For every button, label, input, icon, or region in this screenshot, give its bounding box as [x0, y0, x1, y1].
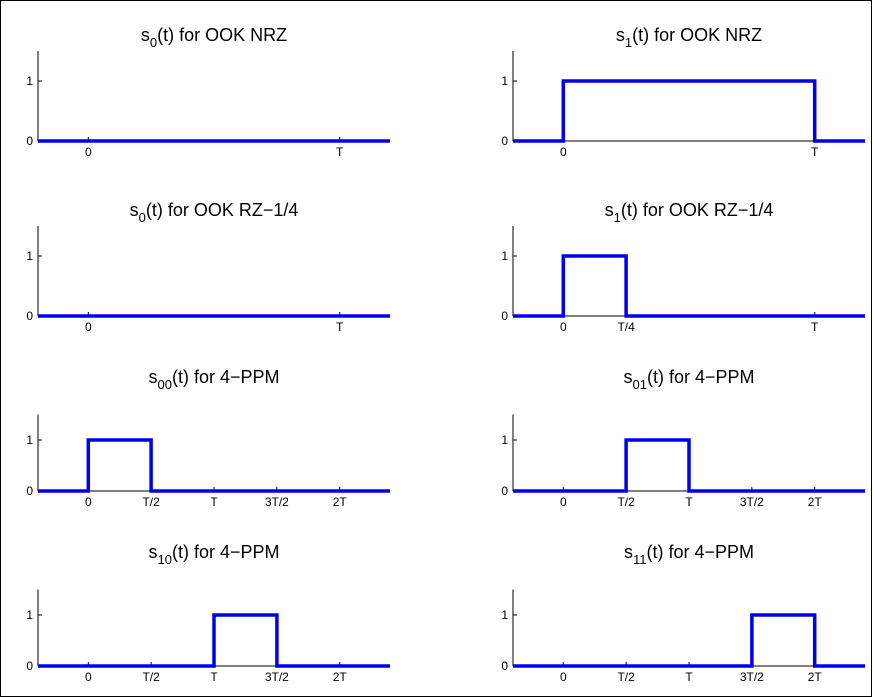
x-tick-label: 3T/2 [740, 495, 764, 509]
x-tick-label: 0 [85, 145, 92, 159]
x-tick-label: T/2 [617, 495, 635, 509]
title-subscript: 0 [139, 210, 146, 225]
chart-panel-8: s11(t) for 4−PPM 0 1 0 T/2 T 3T/2 2T [501, 542, 865, 684]
y-tick-label: 1 [501, 433, 508, 447]
x-tick-label: 0 [85, 670, 92, 684]
x-tick-label: 0 [560, 670, 567, 684]
x-tick-label: 0 [85, 495, 92, 509]
x-tick-label: T [336, 320, 344, 334]
x-tick-label: T/2 [142, 670, 160, 684]
chart-title: s00(t) for 4−PPM [149, 367, 280, 392]
title-rest: (t) for 4−PPM [647, 367, 755, 387]
signal-line [513, 438, 865, 493]
x-tick-label: 0 [85, 320, 92, 334]
signal-line [513, 613, 865, 668]
y-tick-label: 1 [26, 433, 33, 447]
x-tick-label: T [685, 495, 693, 509]
chart-title: s01(t) for 4−PPM [624, 367, 755, 392]
title-rest: (t) for 4−PPM [646, 542, 754, 562]
y-tick-label: 0 [501, 484, 508, 498]
x-tick-label: T [210, 495, 218, 509]
x-tick-label: 3T/2 [265, 670, 289, 684]
title-subscript: 10 [158, 552, 172, 567]
x-tick-label: T [685, 670, 693, 684]
title-subscript: 11 [633, 552, 647, 567]
y-tick-label: 0 [26, 134, 33, 148]
title-rest: (t) for OOK NRZ [157, 25, 287, 45]
y-tick-label: 1 [26, 74, 33, 88]
signal-line [38, 613, 390, 668]
title-subscript: 0 [150, 35, 157, 50]
x-tick-label: T [811, 320, 819, 334]
x-tick-label: 2T [333, 495, 348, 509]
x-tick-label: T/2 [617, 670, 635, 684]
title-subscript: 1 [625, 35, 632, 50]
title-rest: (t) for OOK RZ−1/4 [621, 200, 774, 220]
chart-title: s1(t) for OOK NRZ [616, 25, 762, 50]
x-tick-label: 0 [560, 145, 567, 159]
chart-title: s1(t) for OOK RZ−1/4 [605, 200, 774, 225]
x-tick-label: T [210, 670, 218, 684]
signal-line [38, 438, 390, 493]
x-tick-label: 2T [333, 670, 348, 684]
x-tick-label: 3T/2 [265, 495, 289, 509]
x-tick-label: T/4 [617, 320, 635, 334]
y-tick-label: 1 [26, 249, 33, 263]
chart-title: s0(t) for OOK NRZ [141, 25, 287, 50]
title-subscript: 01 [633, 377, 647, 392]
x-tick-label: T [811, 145, 819, 159]
title-subscript: 00 [158, 377, 172, 392]
title-main: s [616, 25, 625, 45]
chart-title: s11(t) for 4−PPM [624, 542, 754, 567]
x-tick-label: T/2 [142, 495, 160, 509]
title-main: s [130, 200, 139, 220]
chart-panel-5: s00(t) for 4−PPM 0 1 0 T/2 T 3T/2 2T [26, 367, 390, 509]
y-tick-label: 0 [26, 659, 33, 673]
y-tick-label: 0 [26, 484, 33, 498]
x-tick-label: 2T [808, 495, 823, 509]
title-main: s [149, 367, 158, 387]
x-tick-label: T [336, 145, 344, 159]
signal-line [513, 79, 865, 143]
x-tick-label: 3T/2 [740, 670, 764, 684]
title-subscript: 1 [614, 210, 621, 225]
x-tick-label: 2T [808, 670, 823, 684]
title-rest: (t) for OOK NRZ [632, 25, 762, 45]
title-main: s [149, 542, 158, 562]
title-main: s [605, 200, 614, 220]
chart-title: s10(t) for 4−PPM [149, 542, 280, 567]
x-tick-label: 0 [560, 320, 567, 334]
x-tick-label: 0 [560, 495, 567, 509]
y-tick-label: 0 [501, 659, 508, 673]
y-tick-label: 1 [26, 608, 33, 622]
y-tick-label: 0 [501, 134, 508, 148]
y-tick-label: 1 [501, 249, 508, 263]
title-rest: (t) for OOK RZ−1/4 [146, 200, 299, 220]
title-main: s [624, 542, 633, 562]
title-main: s [624, 367, 633, 387]
y-tick-label: 1 [501, 608, 508, 622]
y-tick-label: 0 [501, 309, 508, 323]
title-rest: (t) for 4−PPM [172, 542, 280, 562]
y-tick-label: 0 [26, 309, 33, 323]
chart-title: s0(t) for OOK RZ−1/4 [130, 200, 299, 225]
title-rest: (t) for 4−PPM [172, 367, 280, 387]
y-tick-label: 1 [501, 74, 508, 88]
title-main: s [141, 25, 150, 45]
signal-line [513, 254, 865, 318]
